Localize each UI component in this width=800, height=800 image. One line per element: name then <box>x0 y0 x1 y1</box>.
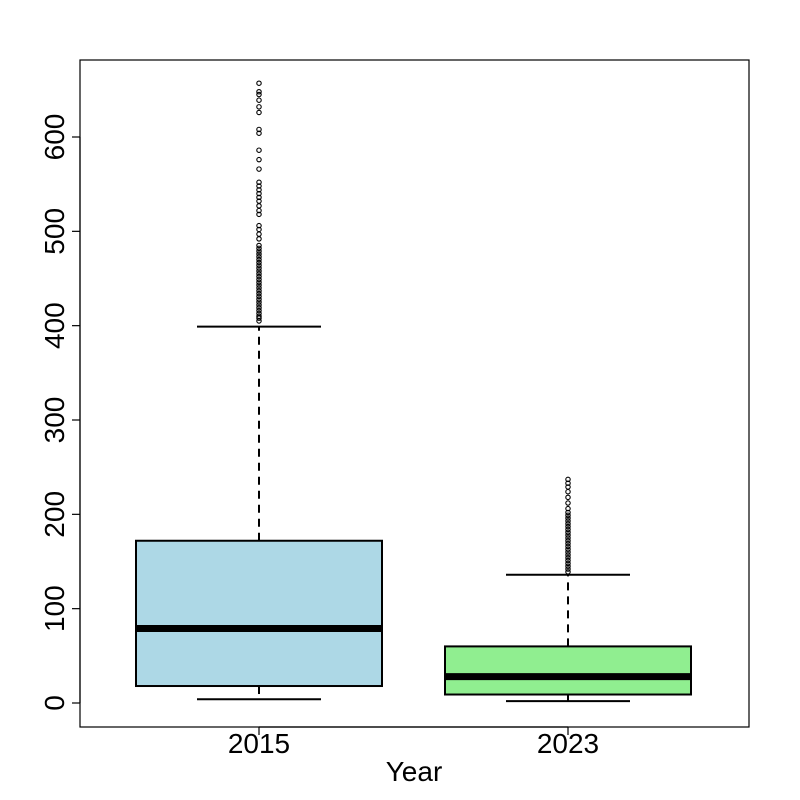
x-axis-title: Year <box>386 756 443 787</box>
outlier-point <box>256 104 262 110</box>
outlier-point <box>256 183 262 189</box>
outlier-point <box>565 529 571 536</box>
iqr-box <box>135 539 383 688</box>
y-axis: 0 100 200 300 400 500 600 <box>39 114 81 711</box>
outlier-point <box>256 313 262 319</box>
outlier-point <box>256 296 262 303</box>
outlier-point <box>256 88 262 95</box>
outlier-point <box>565 554 571 561</box>
plot-frame <box>79 59 750 728</box>
outlier-point <box>256 226 262 233</box>
outlier-point <box>256 236 262 242</box>
outlier-point <box>565 505 571 512</box>
outlier-point <box>256 109 262 116</box>
outlier-point <box>256 147 262 153</box>
outlier-point <box>565 546 571 552</box>
outlier-point <box>565 560 571 567</box>
y-tick-label: 100 <box>39 585 70 632</box>
outlier-point <box>256 126 262 133</box>
outlier-point <box>256 285 262 291</box>
outlier-point <box>256 130 262 136</box>
outlier-point <box>256 251 262 257</box>
plot-area <box>135 80 692 703</box>
outlier-point <box>256 290 262 297</box>
outlier-point <box>565 509 571 516</box>
outlier-point <box>565 537 571 544</box>
outlier-point <box>256 273 262 280</box>
outlier-point <box>565 549 571 555</box>
outlier-point <box>256 293 262 300</box>
box-2015 <box>135 80 383 701</box>
outlier-point <box>256 245 262 252</box>
y-tick-label: 400 <box>39 302 70 349</box>
box-2023 <box>444 476 692 703</box>
outlier-point <box>565 526 571 533</box>
outlier-point <box>256 262 262 269</box>
outlier-point <box>565 523 571 530</box>
outlier-point <box>256 279 262 286</box>
outlier-point <box>256 304 262 311</box>
outlier-point <box>565 521 571 527</box>
outlier-point <box>256 254 262 260</box>
outlier-point <box>256 271 262 277</box>
x-tick-label: 2015 <box>228 728 290 759</box>
outlier-point <box>565 563 571 569</box>
outlier-point <box>256 307 262 314</box>
outlier-point <box>256 222 262 229</box>
x-tick-label: 2023 <box>537 728 599 759</box>
outlier-point <box>565 484 571 490</box>
outlier-point <box>565 518 571 524</box>
y-tick-label: 300 <box>39 397 70 444</box>
outlier-point <box>256 302 262 308</box>
outlier-point <box>256 282 262 288</box>
outlier-point <box>256 91 262 98</box>
outlier-point <box>565 480 571 486</box>
outlier-point <box>565 543 571 550</box>
outlier-point <box>256 248 262 254</box>
outlier-point <box>256 259 262 266</box>
outlier-point <box>565 557 571 564</box>
outlier-point <box>256 268 262 274</box>
outlier-point <box>565 515 571 521</box>
outlier-point <box>256 265 262 271</box>
outlier-point <box>256 211 262 218</box>
outlier-point <box>256 256 262 263</box>
outlier-point <box>565 569 571 575</box>
outlier-point <box>256 97 262 103</box>
outlier-point <box>256 276 262 283</box>
y-tick-label: 0 <box>39 695 70 711</box>
outlier-point <box>256 187 262 193</box>
x-axis: 2015 2023 <box>228 726 599 759</box>
outlier-point <box>256 203 262 209</box>
outlier-point <box>256 156 262 163</box>
outlier-point <box>565 494 571 501</box>
outlier-point <box>565 552 571 558</box>
outlier-point <box>565 488 571 495</box>
outlier-point <box>256 198 262 204</box>
y-tick-label: 500 <box>39 208 70 255</box>
outlier-point <box>565 540 571 547</box>
outlier-point <box>565 476 571 483</box>
outlier-point <box>256 166 262 172</box>
outlier-point <box>256 231 262 237</box>
y-tick-label: 600 <box>39 114 70 161</box>
outlier-point <box>256 310 262 317</box>
outlier-point <box>256 190 262 197</box>
iqr-box <box>444 645 692 696</box>
outlier-point <box>256 80 262 86</box>
outlier-point <box>565 535 571 541</box>
outlier-point <box>256 288 262 294</box>
outlier-point <box>256 179 262 186</box>
outlier-point <box>565 566 571 572</box>
outlier-point <box>256 194 262 201</box>
outlier-point <box>565 500 571 506</box>
y-tick-label: 200 <box>39 491 70 538</box>
outlier-point <box>256 242 262 249</box>
outlier-point <box>565 512 571 519</box>
outlier-point <box>565 532 571 538</box>
outlier-point <box>256 299 262 305</box>
